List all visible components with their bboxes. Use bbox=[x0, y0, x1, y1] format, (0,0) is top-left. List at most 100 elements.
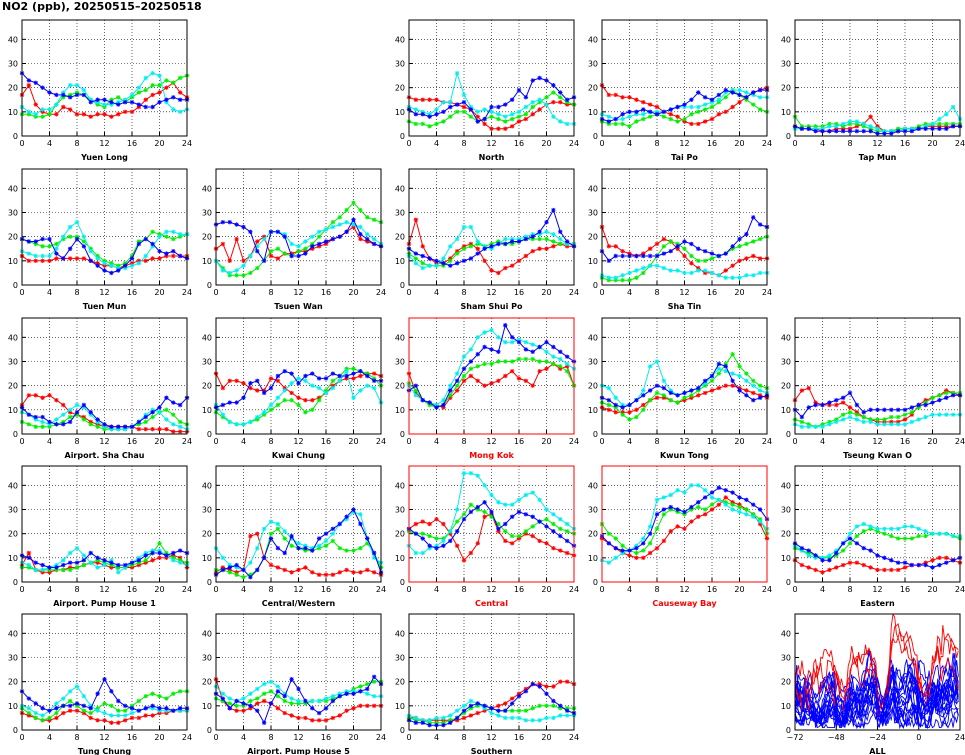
data-point bbox=[157, 405, 162, 410]
data-point bbox=[220, 555, 226, 561]
data-point bbox=[275, 684, 281, 689]
y-tick-label: 10 bbox=[395, 406, 405, 415]
data-point bbox=[420, 531, 425, 536]
data-point bbox=[420, 397, 425, 403]
data-point bbox=[627, 253, 632, 259]
data-point bbox=[668, 268, 673, 273]
data-point bbox=[454, 519, 460, 524]
data-point bbox=[255, 244, 260, 249]
data-point bbox=[427, 97, 432, 102]
data-point bbox=[902, 128, 908, 134]
data-point bbox=[427, 543, 432, 548]
data-point bbox=[509, 239, 515, 244]
data-point bbox=[316, 244, 322, 249]
data-point bbox=[923, 529, 928, 534]
data-point bbox=[641, 251, 646, 256]
data-point bbox=[316, 572, 322, 577]
data-point bbox=[81, 402, 87, 408]
data-point bbox=[122, 99, 128, 105]
data-point bbox=[434, 718, 439, 723]
data-point bbox=[227, 570, 232, 575]
data-point bbox=[509, 236, 515, 242]
data-point bbox=[944, 395, 949, 400]
y-tick-label: 40 bbox=[395, 333, 405, 342]
data-point bbox=[523, 689, 529, 694]
data-point bbox=[26, 412, 32, 417]
y-tick-label: 40 bbox=[395, 35, 405, 44]
data-point bbox=[489, 710, 494, 716]
data-point bbox=[641, 541, 646, 546]
data-point bbox=[799, 424, 805, 429]
data-point bbox=[696, 500, 701, 505]
data-point bbox=[88, 550, 93, 556]
data-point bbox=[661, 114, 667, 119]
data-point bbox=[150, 550, 155, 556]
data-point bbox=[26, 562, 32, 568]
data-point bbox=[537, 246, 542, 251]
data-point bbox=[67, 407, 73, 413]
data-point bbox=[351, 395, 356, 400]
data-point bbox=[289, 713, 294, 718]
data-point bbox=[875, 526, 880, 532]
data-point bbox=[81, 405, 87, 410]
data-point bbox=[129, 256, 135, 261]
data-point bbox=[177, 97, 183, 102]
data-point bbox=[95, 253, 100, 259]
data-point bbox=[827, 553, 832, 558]
data-point bbox=[744, 273, 749, 278]
y-tick-label: 40 bbox=[781, 35, 791, 44]
data-point bbox=[923, 562, 928, 568]
data-point bbox=[67, 410, 73, 415]
data-point bbox=[95, 708, 100, 713]
data-point bbox=[61, 562, 66, 568]
data-point bbox=[61, 104, 66, 110]
data-point bbox=[544, 703, 549, 709]
data-point bbox=[177, 419, 183, 425]
data-point bbox=[737, 373, 742, 379]
y-tick-label: 20 bbox=[8, 530, 18, 539]
data-point bbox=[351, 217, 356, 222]
x-tick-label: 16 bbox=[514, 139, 524, 148]
data-point bbox=[102, 263, 107, 268]
data-point bbox=[109, 424, 114, 429]
data-point bbox=[129, 710, 135, 716]
x-tick-label: 16 bbox=[514, 585, 524, 594]
data-point bbox=[171, 422, 176, 427]
data-point bbox=[220, 691, 226, 696]
data-point bbox=[723, 109, 728, 115]
x-tick-label: 12 bbox=[486, 288, 496, 297]
data-point bbox=[116, 565, 121, 570]
data-point bbox=[67, 414, 73, 420]
data-point bbox=[261, 698, 267, 704]
data-point bbox=[268, 407, 274, 413]
data-point bbox=[136, 419, 142, 425]
data-point bbox=[930, 395, 935, 400]
data-point bbox=[261, 412, 267, 417]
data-point bbox=[889, 422, 894, 427]
data-point bbox=[475, 473, 480, 478]
data-point bbox=[503, 529, 508, 534]
data-point bbox=[330, 693, 336, 699]
data-point bbox=[129, 562, 135, 568]
panel-label: Yuen Long bbox=[80, 153, 128, 162]
x-tick-label: 12 bbox=[99, 288, 109, 297]
x-tick-label: 24 bbox=[762, 288, 772, 297]
data-point bbox=[840, 400, 846, 405]
data-point bbox=[81, 553, 87, 558]
data-point bbox=[248, 381, 253, 386]
panel-frame bbox=[408, 317, 575, 435]
data-point bbox=[709, 495, 715, 500]
data-point bbox=[551, 684, 556, 689]
data-point bbox=[682, 512, 687, 517]
x-tick-label: 4 bbox=[434, 437, 439, 446]
data-point bbox=[26, 422, 32, 427]
data-point bbox=[33, 567, 38, 573]
data-point bbox=[489, 104, 494, 110]
data-point bbox=[461, 378, 467, 384]
data-point bbox=[358, 570, 363, 575]
data-point bbox=[227, 378, 232, 384]
data-point bbox=[310, 407, 315, 413]
